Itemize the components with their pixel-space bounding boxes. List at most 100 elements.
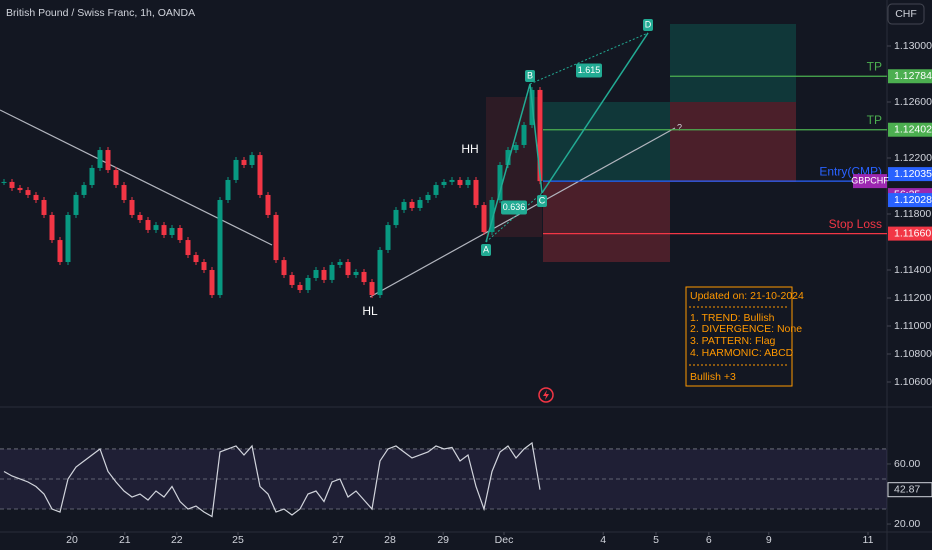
candle [65, 214, 71, 263]
candle [417, 200, 423, 208]
ratio-box [501, 200, 527, 215]
candle [225, 179, 231, 201]
level-tag [888, 167, 932, 182]
x-tick-label: 4 [600, 534, 606, 546]
candle [233, 159, 239, 180]
pattern-point-label: D [645, 19, 652, 29]
candle [497, 165, 503, 201]
info-item: 2. DIVERGENCE: None [690, 323, 802, 335]
pattern-point [481, 244, 491, 257]
rsi-value-tag [887, 482, 932, 498]
rsi-tick-label: 20.00 [894, 518, 920, 530]
y-tick-label: 1.12200 [894, 152, 932, 164]
currency-button[interactable] [887, 3, 925, 25]
candle [217, 200, 223, 296]
level-tag-label: 1.12402 [894, 124, 932, 136]
candle [521, 124, 527, 145]
pattern-ratio-line [485, 192, 543, 243]
y-tick-label: 1.11000 [894, 320, 931, 332]
candle [41, 200, 47, 215]
level-tag-label: 1.11660 [894, 227, 931, 239]
candle [297, 284, 303, 291]
candle [425, 194, 431, 201]
candle [89, 167, 95, 186]
candle [185, 240, 191, 256]
candle [129, 200, 135, 215]
loss-zone [543, 182, 670, 262]
y-tick-label: 1.12600 [894, 96, 932, 108]
candle [161, 225, 167, 236]
x-tick-label: 9 [766, 534, 772, 546]
candle [201, 262, 207, 270]
candle [33, 194, 39, 201]
candle [353, 271, 359, 276]
question-mark: ? [677, 122, 682, 132]
candle [393, 209, 399, 226]
profit-zone [670, 24, 796, 102]
candle [489, 200, 495, 233]
candle [337, 262, 343, 265]
y-tick-label: 1.11400 [894, 264, 931, 276]
candle [153, 225, 159, 230]
candle [97, 150, 103, 168]
candle [1, 181, 7, 183]
y-tick-label: 1.10800 [894, 348, 932, 360]
candle [513, 144, 519, 151]
candle [537, 89, 543, 182]
pattern-ratio-line [529, 32, 649, 85]
x-tick-label: Dec [495, 534, 514, 546]
candle [409, 201, 415, 208]
ratio-label: 0.636 [503, 202, 526, 212]
logo-icon [538, 387, 554, 403]
y-tick-label: 1.10600 [894, 376, 932, 388]
candle [369, 282, 375, 296]
candle [9, 181, 15, 188]
candle [345, 262, 351, 276]
pattern-line [541, 32, 649, 194]
candle [377, 249, 383, 296]
candle [209, 270, 215, 296]
candle [273, 214, 279, 261]
x-tick-label: 6 [706, 534, 712, 546]
candle [241, 159, 247, 166]
swing-label: HL [362, 304, 378, 318]
pattern-point-label: B [527, 70, 533, 80]
candle [289, 275, 295, 285]
level-tag-label: 1.12035 [894, 168, 932, 180]
candle [441, 181, 447, 186]
candle [249, 155, 255, 166]
loss-zone [670, 102, 796, 182]
candle [137, 214, 143, 221]
x-tick-label: 21 [119, 534, 131, 546]
candle [473, 179, 479, 206]
info-title: Updated on: 21-10-2024 [690, 290, 804, 302]
level-name: TP [867, 59, 882, 73]
x-tick-label: 29 [437, 534, 449, 546]
rsi-tick-label: 60.00 [894, 458, 920, 470]
y-tick-label: 1.11800 [894, 208, 931, 220]
y-tick-label: 1.11200 [894, 292, 931, 304]
x-tick-label: 5 [653, 534, 659, 546]
swing-label: HH [461, 142, 478, 156]
pattern-point-label: A [483, 244, 489, 254]
candle [385, 225, 391, 250]
candle [329, 264, 335, 280]
rsi-line [3, 441, 541, 518]
symbol-tag [853, 174, 887, 189]
candle [401, 201, 407, 210]
trend-line [0, 109, 273, 246]
symbol-title: British Pound / Swiss Franc, 1h, OANDA [6, 7, 195, 19]
info-item: 3. PATTERN: Flag [690, 335, 776, 347]
x-tick-label: 25 [232, 534, 244, 546]
x-tick-label: 20 [66, 534, 78, 546]
candle [81, 185, 87, 195]
x-tick-label: 22 [171, 534, 183, 546]
x-tick-label: 28 [384, 534, 396, 546]
candle [505, 150, 511, 166]
candle [361, 271, 367, 283]
level-tag [888, 122, 932, 137]
level-tag-label: 1.12784 [894, 70, 932, 82]
candle [457, 179, 463, 186]
rsi-value-label: 42.87 [894, 483, 920, 495]
